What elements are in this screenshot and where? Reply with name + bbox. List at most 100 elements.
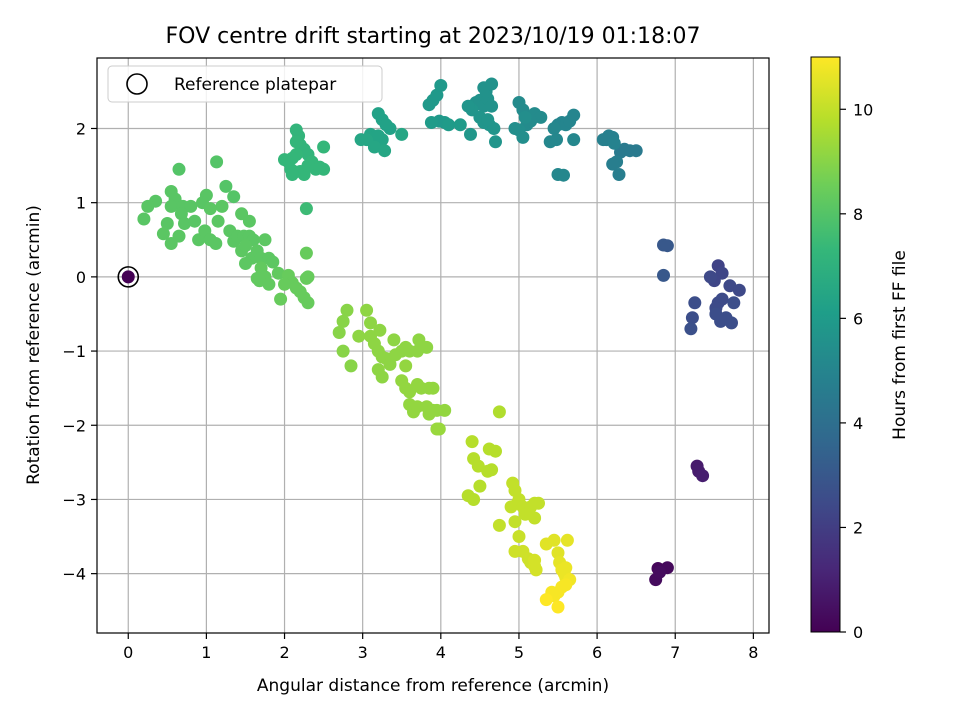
data-point xyxy=(732,283,746,297)
data-point xyxy=(352,329,366,343)
data-point xyxy=(473,479,487,493)
data-point xyxy=(242,214,256,228)
x-axis-label: Angular distance from reference (arcmin) xyxy=(257,676,609,696)
data-point xyxy=(557,168,570,182)
data-point xyxy=(373,323,387,337)
data-point xyxy=(453,118,467,132)
colorbar-tick-label: 10 xyxy=(853,100,873,119)
data-point xyxy=(266,255,280,269)
data-point xyxy=(688,296,702,310)
legend: Reference platepar xyxy=(107,65,383,103)
data-point xyxy=(559,561,573,575)
data-point xyxy=(141,199,155,213)
data-point xyxy=(344,359,358,373)
data-point xyxy=(289,135,303,149)
data-point xyxy=(253,274,266,288)
data-point xyxy=(696,469,710,483)
data-point xyxy=(289,281,303,295)
data-point xyxy=(534,110,548,124)
data-point xyxy=(532,496,545,510)
colorbar-gradient xyxy=(810,56,841,633)
data-point xyxy=(508,515,522,529)
colorbar-tick-label: 0 xyxy=(853,623,863,642)
y-tick-label: 2 xyxy=(76,119,86,138)
data-point xyxy=(410,400,424,414)
data-point xyxy=(301,296,315,310)
data-point xyxy=(160,217,174,230)
data-point xyxy=(258,233,272,247)
data-point xyxy=(184,199,198,213)
y-tick-label: −3 xyxy=(62,490,86,509)
data-point xyxy=(383,357,397,371)
data-point xyxy=(492,518,506,532)
data-point xyxy=(714,314,728,328)
data-point xyxy=(492,405,506,419)
data-point xyxy=(485,77,499,91)
colorbar-tick-label: 4 xyxy=(853,414,863,433)
data-point xyxy=(518,110,532,124)
data-point xyxy=(313,160,327,174)
data-point xyxy=(227,190,241,204)
data-point xyxy=(485,99,499,113)
data-point xyxy=(299,271,313,285)
data-point xyxy=(657,268,670,282)
data-point xyxy=(422,407,436,421)
data-point xyxy=(203,202,217,216)
data-point xyxy=(567,133,581,147)
data-point xyxy=(239,257,252,270)
data-point xyxy=(219,179,233,193)
data-point xyxy=(464,127,477,141)
data-point xyxy=(567,108,581,122)
data-point xyxy=(271,266,285,280)
data-point xyxy=(387,333,401,347)
data-point xyxy=(550,133,563,147)
data-point xyxy=(354,133,368,147)
data-points xyxy=(137,77,746,614)
colorbar-tick-label: 2 xyxy=(853,518,863,537)
data-point xyxy=(685,311,699,325)
y-tick-label: −4 xyxy=(62,565,86,584)
data-point xyxy=(299,202,313,216)
data-point xyxy=(606,157,620,171)
data-point xyxy=(551,600,565,614)
data-point xyxy=(239,239,252,253)
colorbar-label: Hours from first FF file xyxy=(890,250,910,440)
data-point xyxy=(172,229,186,243)
data-point xyxy=(332,326,346,339)
data-point xyxy=(215,199,229,213)
data-point xyxy=(516,130,530,144)
data-point xyxy=(426,93,440,107)
data-point xyxy=(529,563,543,577)
data-point xyxy=(188,214,202,228)
data-point xyxy=(375,370,389,384)
data-point xyxy=(137,212,151,226)
data-point xyxy=(559,578,573,592)
x-tick-label: 3 xyxy=(358,643,368,662)
y-axis-ticks: −4 −3 −2 −1 0 1 2 xyxy=(62,119,97,584)
reference-point xyxy=(121,270,135,284)
data-point xyxy=(383,122,397,135)
y-axis-label: Rotation from reference (arcmin) xyxy=(24,205,44,485)
y-tick-label: 0 xyxy=(76,268,86,287)
data-point xyxy=(512,530,526,543)
data-point xyxy=(367,140,381,154)
x-tick-label: 1 xyxy=(201,643,211,662)
data-point xyxy=(489,135,502,149)
data-point xyxy=(547,533,561,547)
data-point xyxy=(607,136,621,150)
data-point xyxy=(461,99,475,113)
x-tick-label: 4 xyxy=(436,643,446,662)
data-point xyxy=(629,144,643,158)
data-point xyxy=(725,316,738,330)
data-point xyxy=(539,593,553,607)
data-point xyxy=(164,199,178,213)
data-point xyxy=(178,217,191,230)
data-point xyxy=(528,553,542,567)
data-point xyxy=(156,227,170,241)
data-point xyxy=(434,79,448,92)
colorbar-tick-label: 8 xyxy=(853,205,863,224)
data-point xyxy=(481,113,495,127)
data-point xyxy=(703,270,717,284)
data-point xyxy=(438,403,452,417)
x-tick-label: 0 xyxy=(123,643,133,662)
